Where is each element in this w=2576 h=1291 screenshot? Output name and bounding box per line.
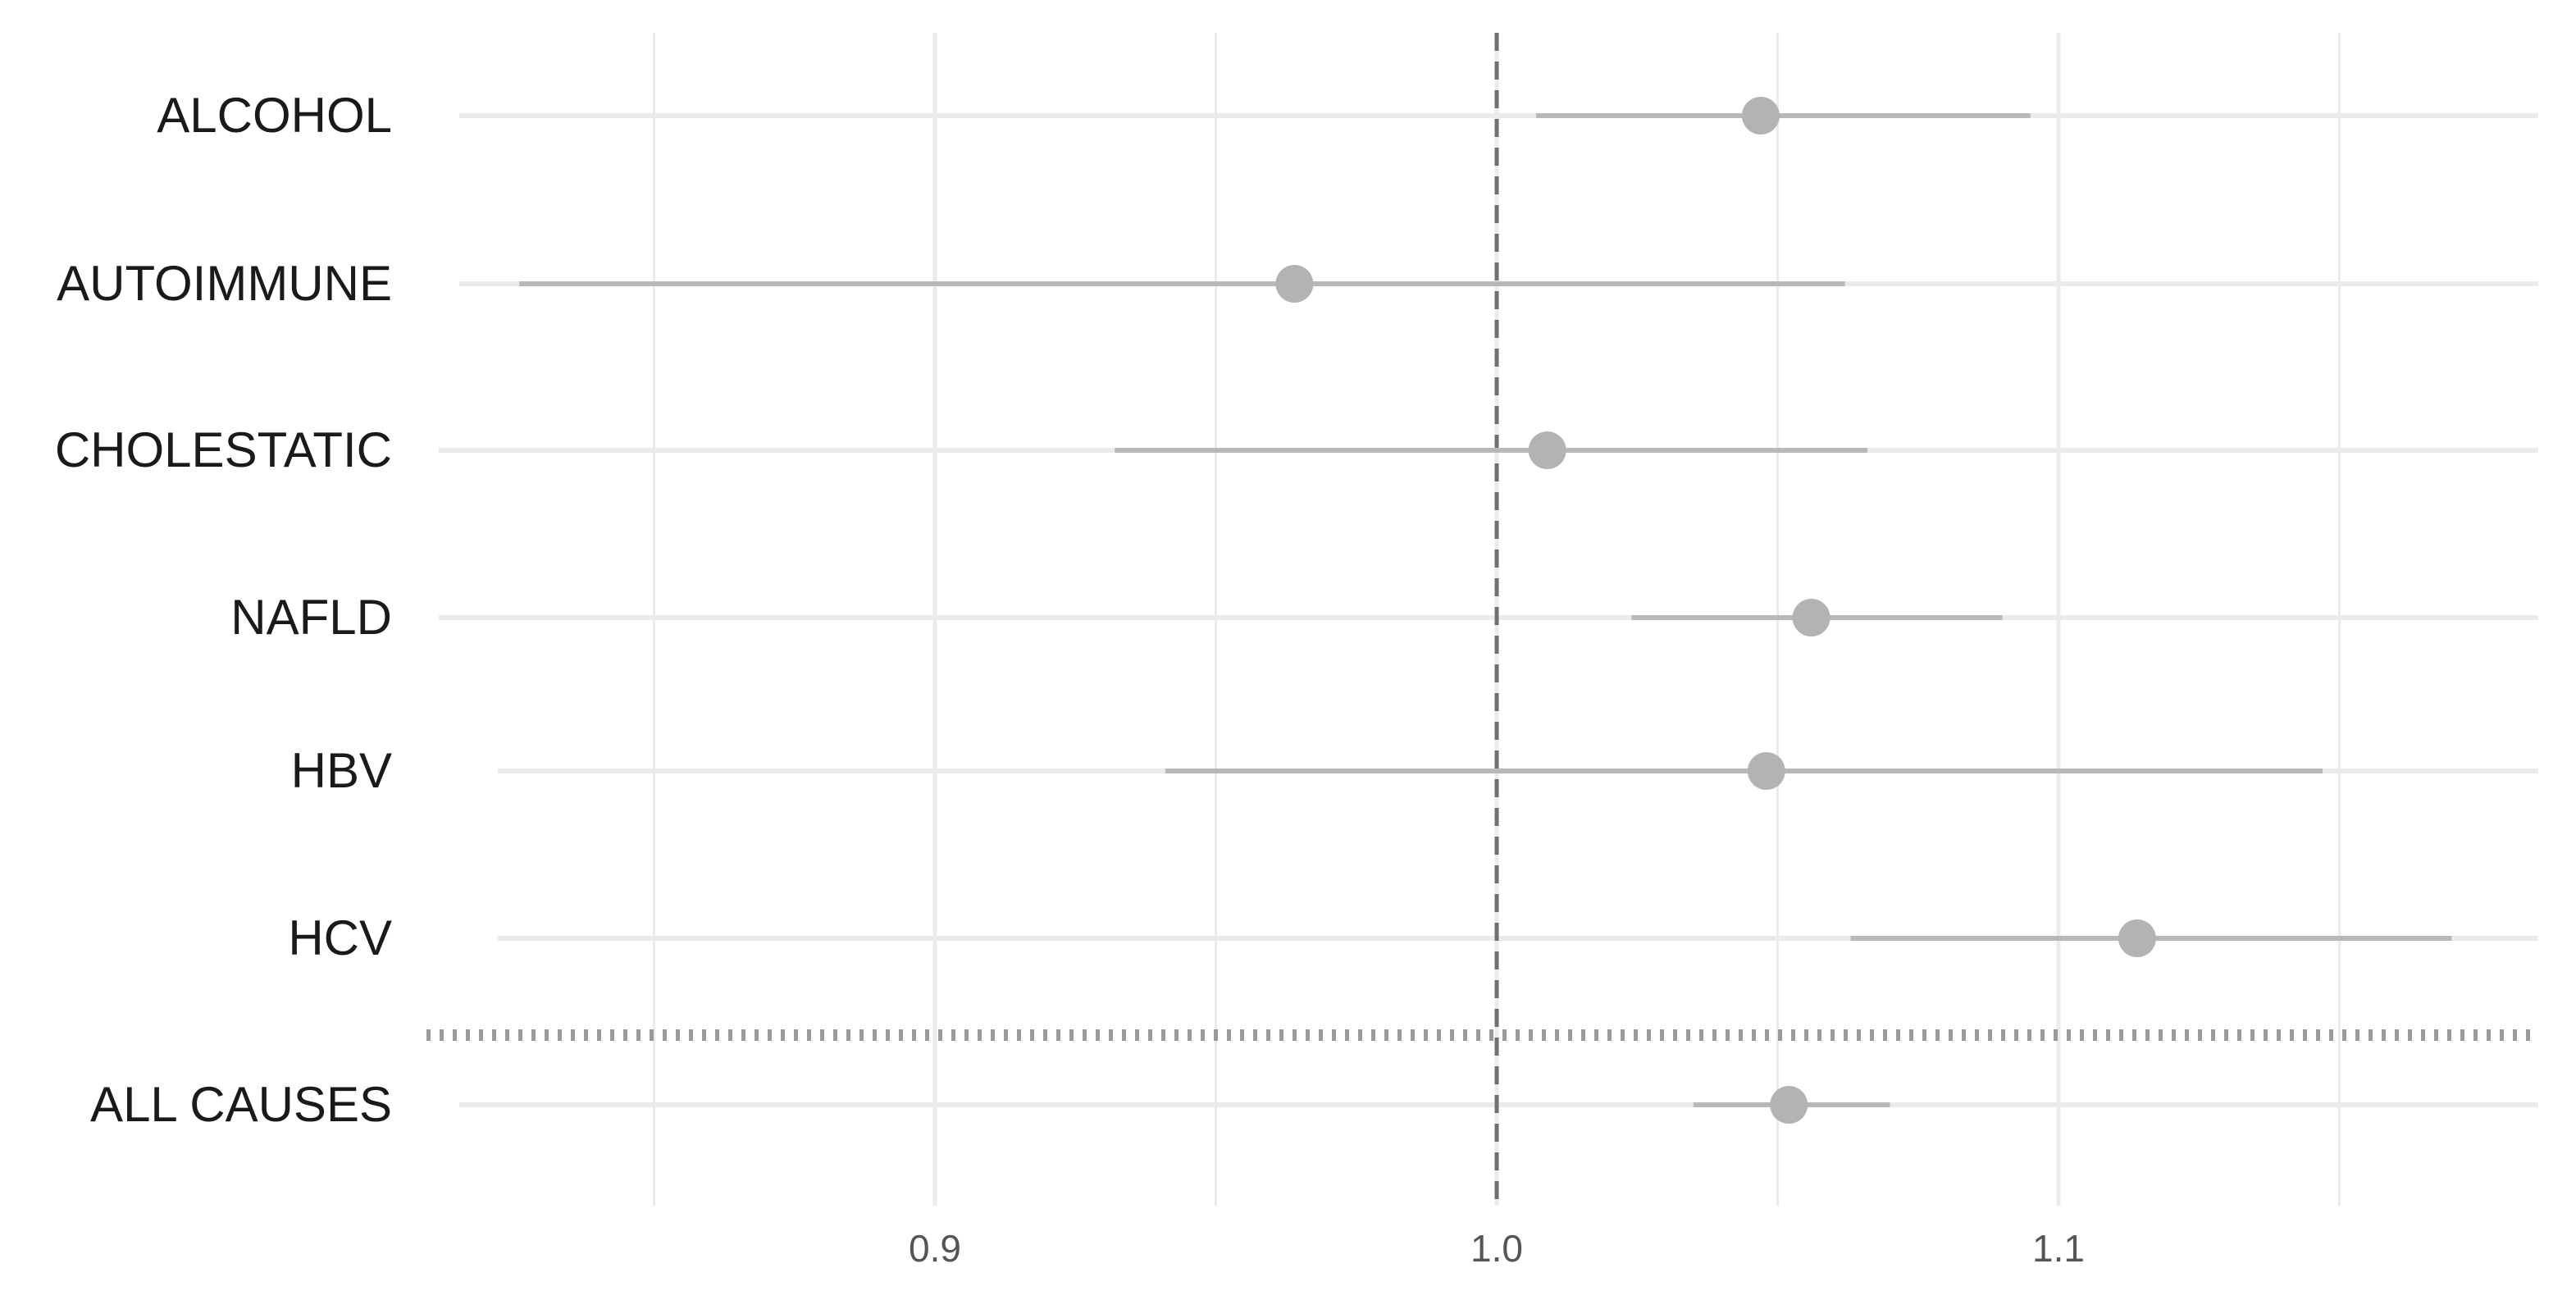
label-alcohol: ALCOHOL: [157, 88, 392, 143]
label-autoimmune: AUTOIMMUNE: [57, 256, 392, 311]
label-hbv: HBV: [291, 743, 392, 798]
x-tick-labels: 0.91.01.11.2: [909, 1227, 2085, 1270]
point-hcv: [2118, 919, 2156, 957]
point-nafld: [1792, 599, 1831, 636]
point-hbv: [1747, 752, 1785, 790]
label-cholestatic: CHOLESTATIC: [55, 422, 392, 477]
point-cholestatic: [1528, 431, 1566, 469]
point-alcohol: [1741, 97, 1780, 135]
point-estimates: [1275, 97, 2156, 1124]
category-labels: ALCOHOL AUTOIMMUNE CHOLESTATIC NAFLD HBV HCV A…: [55, 88, 392, 1132]
horizontal-gridlines: [439, 113, 2538, 1107]
label-nafld: NAFLD: [230, 590, 392, 645]
label-hcv: HCV: [288, 910, 392, 965]
label-all-causes: ALL CAUSES: [90, 1077, 392, 1132]
point-autoimmune: [1275, 265, 1314, 303]
point-all-causes: [1770, 1086, 1808, 1124]
x-tick-label: 0.9: [909, 1227, 961, 1270]
x-tick-label: 1.0: [1470, 1227, 1523, 1270]
x-tick-label: 1.1: [2032, 1227, 2085, 1270]
confidence-intervals: [519, 113, 2452, 1107]
